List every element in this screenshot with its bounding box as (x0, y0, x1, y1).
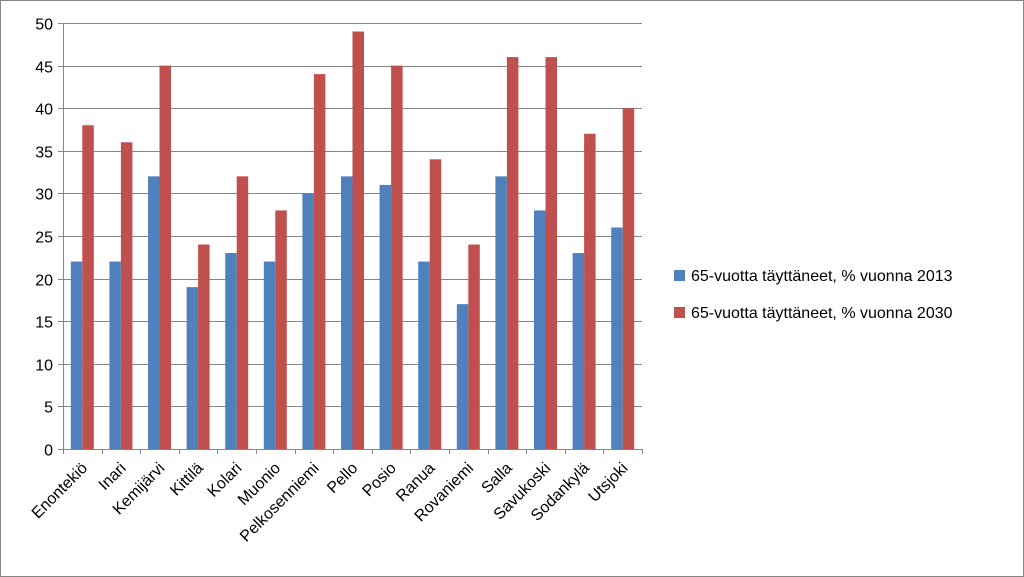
bar-2030 (120, 142, 133, 449)
bar-2013 (418, 261, 430, 449)
bar-2030 (584, 133, 596, 449)
x-category-label: Inari (96, 460, 130, 494)
bar-2013 (341, 176, 353, 450)
bar-2013 (495, 176, 507, 450)
bar-2013 (109, 261, 121, 449)
y-tick-label: 40 (35, 102, 53, 119)
bar-2030 (429, 159, 442, 449)
y-tick-label: 35 (35, 145, 53, 162)
y-tick-label: 20 (35, 273, 53, 290)
bar-2013 (611, 227, 623, 449)
y-tick-label: 10 (35, 358, 53, 375)
bar-2013 (379, 184, 392, 449)
bar-2030 (391, 65, 403, 449)
bars (70, 31, 635, 450)
bar-2013 (534, 210, 546, 449)
bar-2013 (225, 253, 237, 449)
bar-2030 (159, 65, 171, 449)
bar-2030 (352, 31, 364, 450)
bar-2030 (82, 125, 94, 450)
legend-swatch (674, 307, 685, 318)
y-tick-label: 30 (35, 187, 53, 204)
legend-label: 65-vuotta täyttäneet, % vuonna 2013 (691, 268, 953, 285)
y-tick-label: 15 (35, 315, 53, 332)
bar-2030 (506, 57, 519, 450)
x-category-label: Utsjoki (586, 460, 632, 506)
x-category-label: Enontekiö (29, 460, 91, 522)
axes (63, 23, 643, 454)
y-tick-label: 50 (35, 17, 53, 34)
y-tick-label: 45 (35, 60, 53, 77)
bar-2030 (275, 210, 287, 449)
bar-2030 (313, 74, 326, 450)
bar-2013 (70, 261, 83, 449)
x-category-label: Pello (324, 460, 361, 497)
legend: 65-vuotta täyttäneet, % vuonna 2013 65-vu… (674, 268, 953, 322)
bar-2013 (302, 193, 314, 449)
bar-2013 (572, 253, 585, 449)
legend-label: 65-vuotta täyttäneet, % vuonna 2030 (691, 305, 953, 322)
bar-2030 (545, 57, 557, 450)
bar-2030 (236, 176, 249, 450)
bar-2013 (263, 261, 276, 449)
bar-2030 (468, 244, 480, 449)
bar-2030 (198, 244, 210, 449)
y-tick-label: 5 (44, 400, 53, 417)
bar-2013 (148, 176, 160, 450)
x-category-label: Kittilä (167, 460, 207, 500)
y-tick-label: 25 (35, 230, 53, 247)
bar-2013 (186, 287, 199, 449)
legend-swatch (674, 270, 685, 281)
bar-2030 (622, 108, 635, 449)
y-tick-label: 0 (44, 443, 53, 460)
bar-2013 (456, 304, 469, 449)
